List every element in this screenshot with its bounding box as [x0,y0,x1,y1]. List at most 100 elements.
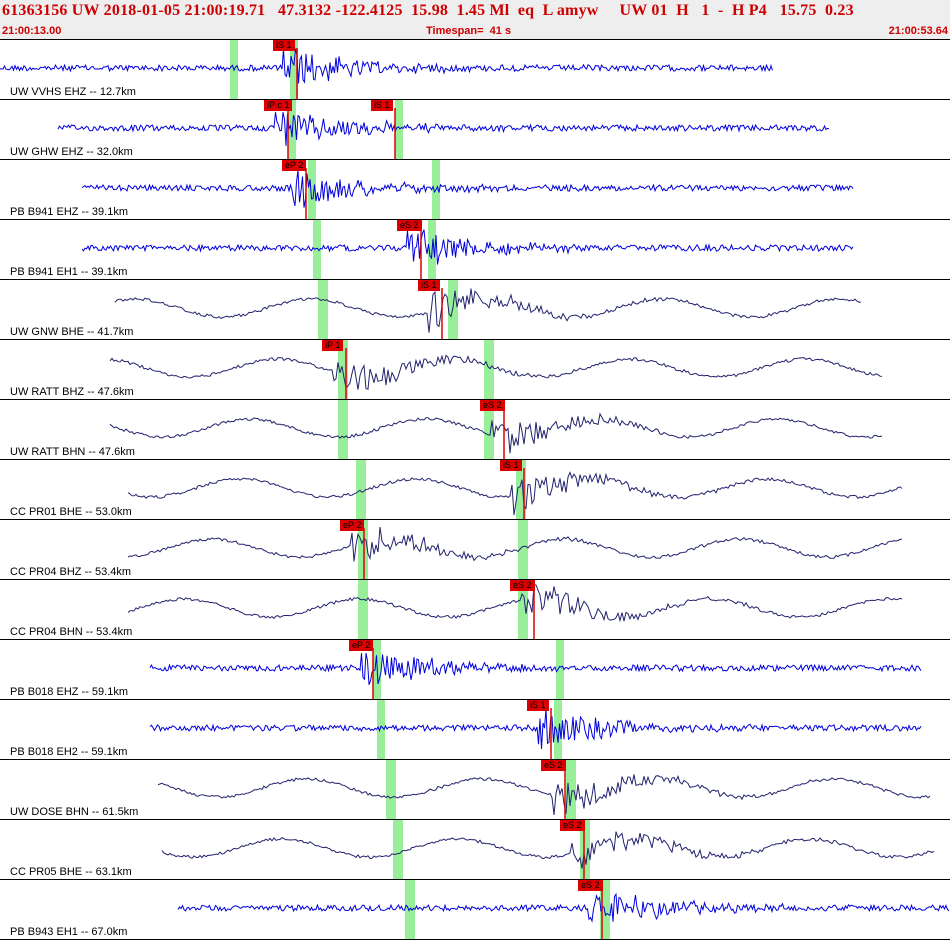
station-channel-label: CC PR04 BHZ -- 53.4km [10,566,132,578]
theoretical-arrival-band [313,220,321,279]
theoretical-arrival-band [448,280,458,339]
station-channel-label: PB B018 EH2 -- 59.1km [10,746,128,758]
theoretical-arrival-band [393,820,403,879]
waveform-plot[interactable] [0,40,950,100]
theoretical-arrival-band [290,40,298,99]
station-channel-label: PB B941 EHZ -- 39.1km [10,206,128,218]
channel-panel[interactable]: eP 2 CC PR04 BHZ -- 53.4km [0,520,950,580]
phase-pick-flag[interactable]: iS 1 [273,40,295,51]
seismogram-trace [114,288,862,333]
channel-panel[interactable]: eS 2 UW RATT BHN -- 47.6km [0,400,950,460]
channel-panel[interactable]: eS 2 CC PR04 BHN -- 53.4km [0,580,950,640]
theoretical-arrival-band [484,340,494,399]
phase-pick-flag[interactable]: eS 2 [480,400,505,411]
end-time-label: 21:00:53.64 [888,25,948,37]
seismogram-trace [81,170,854,208]
seismogram-trace [109,412,883,454]
theoretical-arrival-band [566,760,576,819]
theoretical-arrival-band [484,400,494,459]
seismogram-trace [149,653,922,685]
station-channel-label: UW RATT BHN -- 47.6km [10,446,135,458]
seismogram-trace [177,892,950,923]
seismogram-trace [127,471,903,516]
phase-pick-flag[interactable]: eS 2 [397,220,422,231]
channel-panel[interactable]: iS 1 CC PR01 BHE -- 53.0km [0,460,950,520]
station-channel-label: UW RATT BHZ -- 47.6km [10,386,134,398]
station-channel-label: UW GHW EHZ -- 32.0km [10,146,133,158]
theoretical-arrival-band [518,520,528,579]
seismogram-trace [149,708,922,749]
waveform-plot[interactable] [0,340,950,400]
station-channel-label: UW GNW BHE -- 41.7km [10,326,134,338]
station-channel-label: UW DOSE BHN -- 61.5km [10,806,139,818]
station-channel-label: CC PR04 BHN -- 53.4km [10,626,133,638]
phase-pick-flag[interactable]: iS 1 [527,700,549,711]
channel-panel[interactable]: iP 1 UW RATT BHZ -- 47.6km [0,340,950,400]
phase-pick-flag[interactable]: eP 2 [282,160,307,171]
waveform-plot[interactable] [0,280,950,340]
theoretical-arrival-band [358,580,368,639]
waveform-plot[interactable] [0,220,950,280]
station-channel-label: PB B943 EH1 -- 67.0km [10,926,128,938]
station-channel-label: PB B941 EH1 -- 39.1km [10,266,128,278]
channel-panel[interactable]: iS 1 PB B018 EH2 -- 59.1km [0,700,950,760]
theoretical-arrival-band [395,100,403,159]
event-title: 61363156 UW 2018-01-05 21:00:19.71 47.31… [2,2,854,19]
channel-panel[interactable]: eS 2 PB B943 EH1 -- 67.0km [0,880,950,940]
channel-panel[interactable]: eP 2 PB B941 EHZ -- 39.1km [0,160,950,220]
waveform-plot[interactable] [0,520,950,580]
theoretical-arrival-band [377,700,385,759]
theoretical-arrival-band [318,280,328,339]
waveform-plot[interactable] [0,400,950,460]
channel-panel[interactable]: eP 2 PB B018 EHZ -- 59.1km [0,640,950,700]
waveform-plot[interactable] [0,160,950,220]
channel-panel[interactable]: eS 2 CC PR05 BHE -- 63.1km [0,820,950,880]
channel-panel[interactable]: iS 1 UW GNW BHE -- 41.7km [0,280,950,340]
phase-pick-flag[interactable]: iS 1 [371,100,393,111]
theoretical-arrival-band [386,760,396,819]
waveform-plot[interactable] [0,100,950,160]
waveform-plot[interactable] [0,700,950,760]
theoretical-arrival-band [405,880,415,939]
waveform-plot[interactable] [0,820,950,880]
waveform-panels[interactable]: iS 1 UW VVHS EHZ -- 12.7km iP c 1 iS 1 UW GH… [0,40,950,940]
phase-pick-flag[interactable]: iP 1 [322,340,344,351]
phase-pick-flag[interactable]: eS 2 [578,880,603,891]
phase-pick-flag[interactable]: iS 1 [418,280,440,291]
waveform-plot[interactable] [0,460,950,520]
station-channel-label: CC PR05 BHE -- 63.1km [10,866,132,878]
station-channel-label: CC PR01 BHE -- 53.0km [10,506,132,518]
phase-pick-flag[interactable]: iS 1 [500,460,522,471]
channel-panel[interactable]: iS 1 UW VVHS EHZ -- 12.7km [0,40,950,100]
theoretical-arrival-band [554,700,562,759]
waveform-plot[interactable] [0,760,950,820]
seismogram-trace [127,584,903,623]
waveform-plot[interactable] [0,580,950,640]
channel-panel[interactable]: eS 2 PB B941 EH1 -- 39.1km [0,220,950,280]
station-channel-label: PB B018 EHZ -- 59.1km [10,686,128,698]
event-header: 61363156 UW 2018-01-05 21:00:19.71 47.31… [0,0,950,40]
channel-panel[interactable]: eS 2 UW DOSE BHN -- 61.5km [0,760,950,820]
phase-pick-flag[interactable]: iP c 1 [264,100,293,111]
phase-pick-flag[interactable]: eP 2 [340,520,365,531]
theoretical-arrival-band [516,460,526,519]
waveform-plot[interactable] [0,880,950,940]
station-channel-label: UW VVHS EHZ -- 12.7km [10,86,136,98]
timespan-label: Timespan= 41 s [426,25,512,37]
phase-pick-flag[interactable]: eS 2 [560,820,585,831]
seismogram-trace [127,527,902,562]
channel-panel[interactable]: iP c 1 iS 1 UW GHW EHZ -- 32.0km [0,100,950,160]
phase-pick-flag[interactable]: eP 2 [349,640,374,651]
waveform-plot[interactable] [0,640,950,700]
seismogram-trace [57,112,830,146]
theoretical-arrival-band [338,400,348,459]
seismogram-trace [0,48,773,84]
phase-pick-flag[interactable]: eS 2 [510,580,535,591]
start-time-label: 21:00:13.00 [2,25,62,37]
theoretical-arrival-band [580,820,590,879]
theoretical-arrival-band [518,580,528,639]
phase-pick-flag[interactable]: eS 2 [541,760,566,771]
theoretical-arrival-band [358,520,368,579]
theoretical-arrival-band [556,640,564,699]
seismogram-trace [81,229,854,265]
